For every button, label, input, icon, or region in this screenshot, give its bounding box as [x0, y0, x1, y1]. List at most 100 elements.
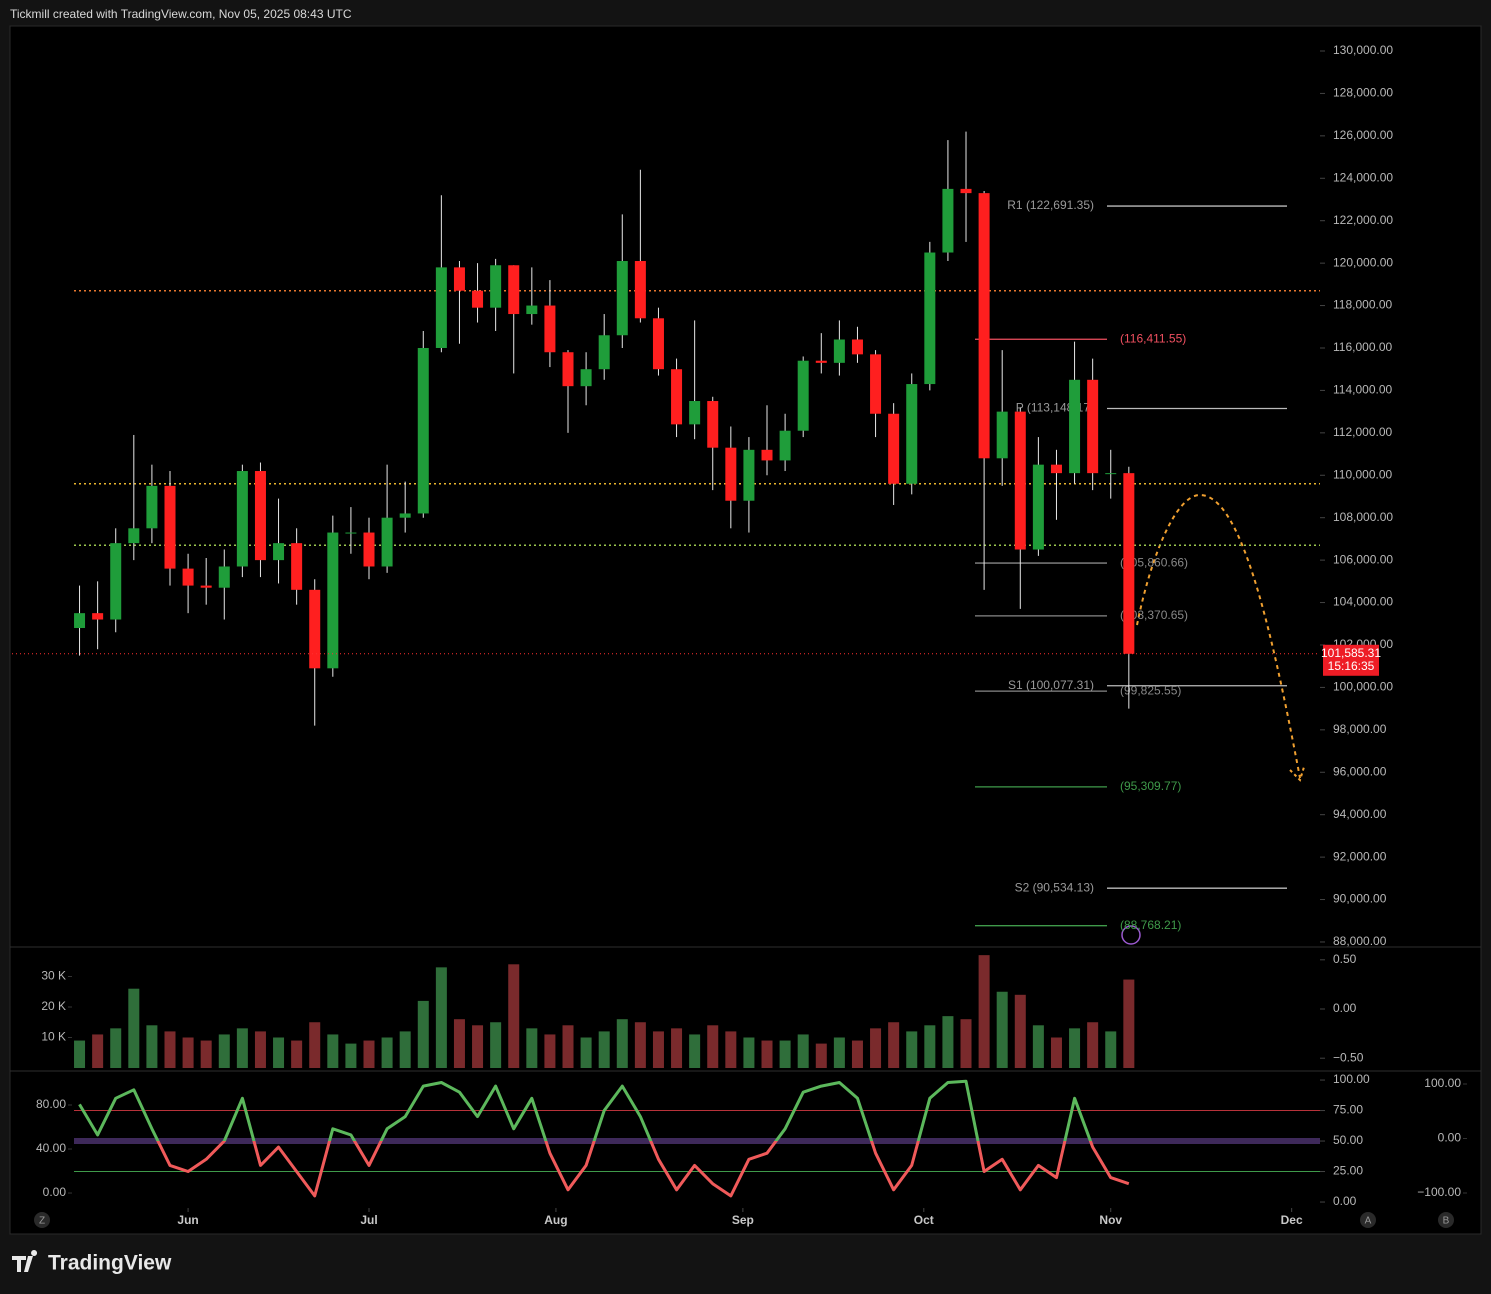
candle-body [888, 413, 900, 484]
candle-body [743, 449, 755, 501]
candle-body [363, 532, 375, 567]
brand-logo [12, 1250, 38, 1272]
candle-body [1105, 473, 1117, 475]
candle-body [110, 543, 122, 620]
volume-bar [671, 1028, 683, 1068]
control-label[interactable]: B [1443, 1216, 1450, 1227]
candle-body [942, 188, 954, 253]
volume-bar [942, 1016, 954, 1068]
alert-icon[interactable] [1121, 925, 1141, 945]
volume-bar [399, 1031, 411, 1068]
price-tag-countdown: 15:16:35 [1328, 659, 1375, 673]
candle-body [761, 449, 773, 461]
x-tick-label: Jun [177, 1213, 198, 1227]
control-button[interactable] [1360, 1212, 1376, 1228]
pivot-label: (95,309.77) [1120, 779, 1181, 793]
volume-bar [797, 1034, 809, 1068]
volume-bar [110, 1028, 122, 1068]
x-tick-label: Nov [1099, 1213, 1122, 1227]
osc-far-tick-label: 0.00 [1438, 1131, 1462, 1145]
candle-body [634, 261, 646, 319]
price-tag-value: 101,585.31 [1321, 646, 1381, 660]
candle-body [815, 360, 827, 363]
volume-bar [833, 1037, 845, 1068]
volume-bar [689, 1034, 701, 1068]
candle-body [74, 613, 86, 629]
volume-bar [580, 1037, 592, 1068]
candle-body [851, 339, 863, 355]
candle-body [472, 290, 484, 308]
volume-bar [743, 1037, 755, 1068]
control-button[interactable] [34, 1212, 50, 1228]
volume-bar [978, 955, 990, 1068]
y-tick-label: 98,000.00 [1333, 722, 1387, 736]
candle-body [273, 543, 285, 561]
y-tick-label: 118,000.00 [1333, 298, 1392, 312]
candle-body [254, 471, 266, 561]
volume-bar [598, 1031, 610, 1068]
candle-body [707, 401, 719, 448]
y-tick-label: 110,000.00 [1333, 467, 1392, 481]
candle-body [598, 335, 610, 370]
y-tick-label: 116,000.00 [1333, 340, 1392, 354]
candle-body [381, 517, 393, 567]
candle-body [580, 369, 592, 387]
y-tick-label: 100,000.00 [1333, 680, 1393, 694]
volume-bar [652, 1031, 664, 1068]
y-tick-label: 122,000.00 [1333, 213, 1393, 227]
candle-body [291, 543, 303, 590]
candle-body [417, 347, 429, 514]
osc-tick-label: 50.00 [1333, 1133, 1363, 1147]
y2-tick-label: 0.00 [1333, 1001, 1357, 1015]
control-button[interactable] [1438, 1212, 1454, 1228]
volume-bar [1032, 1025, 1044, 1068]
candle-body [508, 265, 520, 315]
candle-body [924, 252, 936, 385]
osc-tick-label: 25.00 [1333, 1164, 1363, 1178]
candle-body [833, 339, 845, 363]
candle-body [327, 532, 339, 669]
y-tick-label: 92,000.00 [1333, 849, 1387, 863]
osc-far-tick-label: 100.00 [1424, 1076, 1461, 1090]
osc-tick-label: 0.00 [1333, 1194, 1357, 1208]
y2-tick-label: −0.50 [1333, 1050, 1364, 1064]
brand: TradingView [48, 1252, 172, 1275]
candle-body [562, 352, 574, 387]
y-tick-label: 112,000.00 [1333, 425, 1392, 439]
volume-bar [960, 1019, 972, 1068]
candle-body [1050, 464, 1062, 474]
volume-bar [870, 1028, 882, 1068]
pivot-label: R1 (122,691.35) [1007, 198, 1094, 212]
volume-bar [92, 1034, 104, 1068]
oscillator-line [78, 1079, 1130, 1198]
osc-left-tick-label: 40.00 [36, 1141, 66, 1155]
candle-body [1032, 464, 1044, 550]
candle-body [1123, 473, 1135, 654]
candle-body [689, 401, 701, 425]
header: Tickmill created with TradingView.com, N… [10, 7, 352, 21]
y-tick-label: 126,000.00 [1333, 128, 1393, 142]
y-tick-label: 94,000.00 [1333, 807, 1387, 821]
y-tick-label: 90,000.00 [1333, 892, 1387, 906]
volume-bar [453, 1019, 465, 1068]
volume-bar [779, 1040, 791, 1068]
x-tick-label: Oct [914, 1213, 934, 1227]
volume-bar [254, 1031, 266, 1068]
candle-body [960, 188, 972, 194]
volume-bar [616, 1019, 628, 1068]
y-tick-label: 108,000.00 [1333, 510, 1393, 524]
candle-body [725, 447, 737, 501]
control-label[interactable]: A [1365, 1216, 1372, 1227]
volume-bar [291, 1040, 303, 1068]
volume-bar [327, 1034, 339, 1068]
volume-bar [634, 1022, 646, 1068]
control-label[interactable]: Z [39, 1216, 45, 1227]
volume-bar [851, 1040, 863, 1068]
candle-body [182, 568, 194, 586]
pivot-label: P (113,148.17) [1016, 401, 1094, 415]
pivot-label: S1 (100,077.31) [1008, 678, 1094, 692]
volume-bar [508, 964, 520, 1068]
y-tick-label: 120,000.00 [1333, 255, 1393, 269]
volume-bar [273, 1037, 285, 1068]
y-tick-label: 114,000.00 [1333, 383, 1392, 397]
